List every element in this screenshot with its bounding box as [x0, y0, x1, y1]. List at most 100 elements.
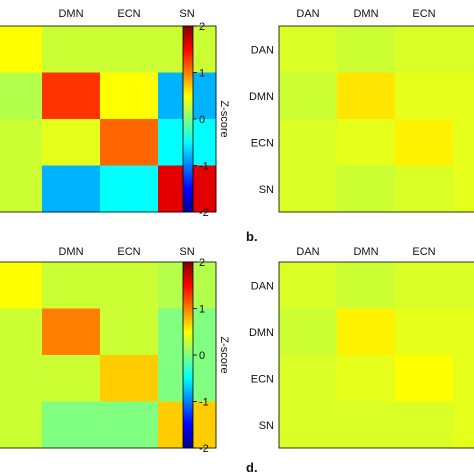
heatmap-bottom-left: DMN ECN SN	[0, 246, 217, 449]
colorbar-tick-label: -2	[199, 443, 209, 455]
colorbar-gradient	[182, 25, 194, 213]
row-label: ECN	[251, 373, 274, 385]
column-label: ECN	[412, 8, 435, 20]
heatmap-cell	[279, 308, 338, 356]
heatmap-cell	[100, 165, 159, 213]
panel-letter-d: d.	[246, 460, 258, 474]
heatmap-cell	[337, 308, 396, 356]
column-label: DMN	[58, 246, 83, 258]
heatmap-cell	[337, 26, 396, 73]
row-label: DAN	[251, 44, 274, 56]
heatmap-cell	[279, 262, 338, 309]
heatmap-cell	[279, 355, 338, 402]
heatmap-cell	[395, 119, 454, 166]
heatmap-cell	[100, 308, 159, 356]
colorbar-tick-label: 2	[199, 21, 205, 33]
heatmap-cell	[100, 355, 159, 402]
heatmap-top-right: DAN DMN ECN DAN DMN ECN SN	[249, 8, 474, 213]
heatmap-cell	[279, 119, 338, 166]
heatmap-cell	[337, 401, 396, 449]
heatmap-cell	[0, 26, 43, 73]
colorbar-label: Z-score	[218, 100, 230, 137]
heatmap-cell	[453, 72, 474, 120]
heatmap-cell	[0, 308, 43, 356]
column-label: ECN	[117, 8, 140, 20]
heatmap-cell	[42, 262, 101, 309]
colorbar-tick-label: 2	[199, 257, 205, 269]
column-label: ECN	[412, 246, 435, 258]
heatmap-cell	[0, 262, 43, 309]
heatmap-cell	[100, 401, 159, 449]
row-label: ECN	[251, 137, 274, 149]
row-label: SN	[259, 184, 274, 196]
heatmap-cell	[279, 72, 338, 120]
heatmap-cell	[395, 355, 454, 402]
heatmap-cell	[395, 308, 454, 356]
colorbar-tick-label: 1	[199, 68, 205, 80]
colorbar-tick-label: 0	[199, 350, 205, 362]
heatmap-cell	[100, 72, 159, 120]
heatmap-cell	[279, 165, 338, 213]
heatmap-cell	[453, 308, 474, 356]
heatmap-border	[278, 261, 474, 449]
heatmap-cell	[42, 26, 101, 73]
heatmap-cell	[337, 355, 396, 402]
heatmap-border	[0, 25, 217, 213]
heatmap-cell	[453, 401, 474, 449]
colorbar-ticks: 2 1 0 -1 -2	[193, 257, 209, 455]
heatmap-cell	[42, 355, 101, 402]
column-label: SN	[179, 246, 194, 258]
heatmap-cell	[453, 262, 474, 309]
heatmap-cell	[42, 165, 101, 213]
heatmap-cell	[100, 262, 159, 309]
heatmap-cell	[42, 401, 101, 449]
colorbar-ticks: 2 1 0 -1 -2	[193, 21, 209, 219]
heatmap-cell	[42, 308, 101, 356]
column-label: DMN	[58, 8, 83, 20]
colorbar-tick-label: -2	[199, 207, 209, 219]
row-label: SN	[259, 420, 274, 432]
heatmap-cell	[279, 401, 338, 449]
heatmap-cell	[453, 119, 474, 166]
heatmap-bottom-right: DAN DMN ECN DAN DMN ECN SN	[249, 246, 474, 449]
column-label: DMN	[353, 8, 378, 20]
colorbar-tick-label: 1	[199, 304, 205, 316]
heatmap-border	[0, 261, 217, 449]
row-label: DMN	[249, 91, 274, 103]
column-label: ECN	[117, 246, 140, 258]
heatmap-cell	[100, 119, 159, 166]
colorbar-tick-label: 0	[199, 114, 205, 126]
heatmap-cell	[0, 72, 43, 120]
heatmap-cell	[337, 72, 396, 120]
heatmap-cell	[395, 401, 454, 449]
heatmap-border	[278, 25, 474, 213]
colorbar-label: Z-score	[218, 336, 230, 373]
heatmap-cell	[279, 26, 338, 73]
colorbar-tick-label: -1	[199, 161, 209, 173]
column-label: DAN	[296, 246, 319, 258]
colorbar-gradient	[182, 261, 194, 449]
heatmap-cell	[337, 262, 396, 309]
heatmap-cell	[453, 26, 474, 73]
heatmap-cell	[0, 355, 43, 402]
heatmap-cell	[42, 72, 101, 120]
heatmap-cell	[337, 119, 396, 166]
heatmap-cell	[42, 119, 101, 166]
heatmap-cell	[395, 262, 454, 309]
heatmap-cell	[0, 401, 43, 449]
panel-letter-b: b.	[246, 229, 258, 244]
row-label: DMN	[249, 327, 274, 339]
column-label: DMN	[353, 246, 378, 258]
heatmap-cell	[0, 165, 43, 213]
row-label: DAN	[251, 280, 274, 292]
colorbar-bottom: 2 1 0 -1 -2 Z-score	[182, 257, 230, 455]
heatmap-cell	[453, 165, 474, 213]
column-label: SN	[179, 8, 194, 20]
heatmap-cell	[453, 355, 474, 402]
column-label: DAN	[296, 8, 319, 20]
heatmap-cell	[100, 26, 159, 73]
heatmap-cell	[337, 165, 396, 213]
colorbar-tick-label: -1	[199, 397, 209, 409]
heatmap-cell	[0, 119, 43, 166]
